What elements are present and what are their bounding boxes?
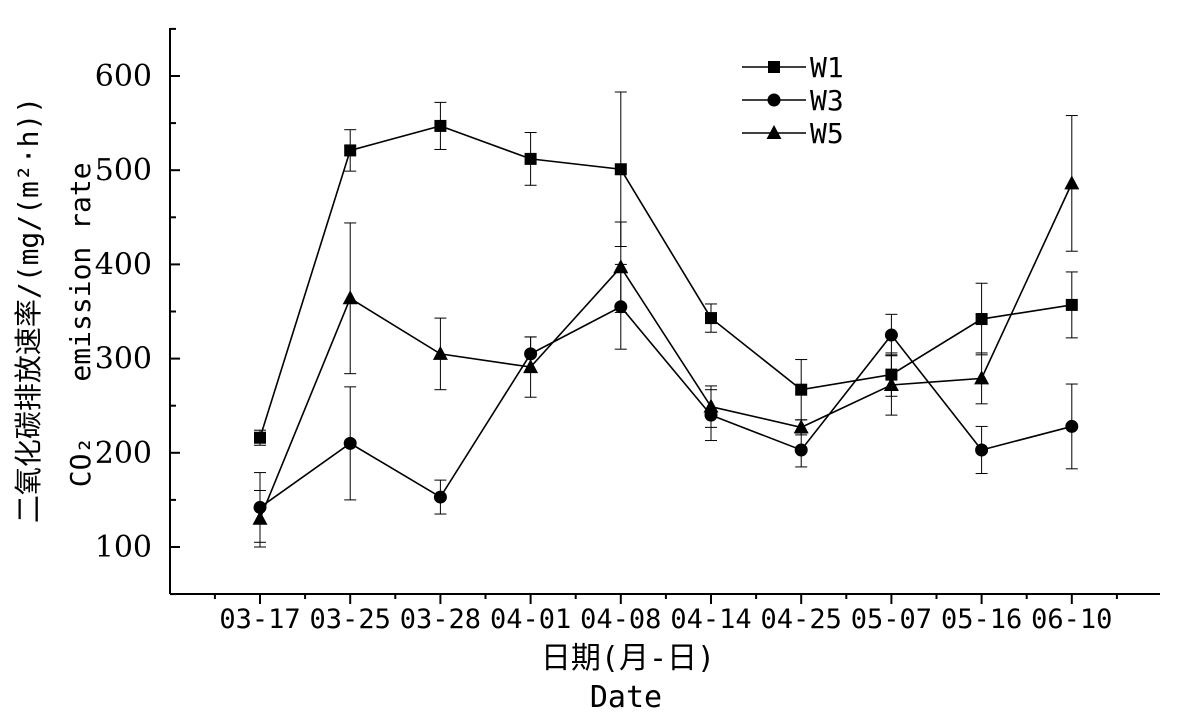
x-axis-label-en: Date bbox=[590, 680, 662, 715]
data-point bbox=[433, 490, 447, 504]
data-point bbox=[1065, 419, 1079, 433]
data-point bbox=[343, 436, 357, 450]
legend-label: W3 bbox=[810, 84, 844, 117]
x-tick-label: 05-07 bbox=[851, 604, 932, 635]
data-point bbox=[523, 359, 539, 374]
x-axis-label-cn: 日期(月-日) bbox=[541, 641, 715, 676]
y-axis-label-en-2: emission rate bbox=[64, 162, 97, 381]
legend-label: W1 bbox=[810, 51, 844, 84]
y-tick-label: 400 bbox=[95, 247, 152, 282]
data-point bbox=[794, 443, 808, 457]
data-point bbox=[974, 370, 990, 385]
data-point bbox=[342, 290, 358, 305]
x-tick-label: 04-25 bbox=[761, 604, 842, 635]
data-point bbox=[613, 259, 629, 274]
x-tick-label: 03-17 bbox=[219, 604, 300, 635]
data-point bbox=[432, 345, 448, 360]
series-line bbox=[259, 125, 1072, 438]
data-point bbox=[344, 144, 357, 157]
series-line bbox=[259, 183, 1073, 520]
data-point bbox=[1064, 175, 1080, 190]
series-w1 bbox=[254, 91, 1078, 446]
data-point bbox=[252, 510, 268, 525]
x-tick-label: 04-08 bbox=[580, 604, 661, 635]
data-point bbox=[1065, 298, 1078, 311]
plot-area bbox=[252, 91, 1080, 548]
data-point bbox=[793, 419, 809, 434]
data-point bbox=[254, 431, 266, 444]
data-point bbox=[434, 119, 447, 132]
y-tick-label: 600 bbox=[95, 59, 152, 94]
x-tick-label: 04-14 bbox=[670, 604, 751, 635]
y-tick-label: 200 bbox=[95, 436, 152, 471]
y-ticks: 100 200 300 400 500 600 bbox=[95, 27, 180, 596]
data-point bbox=[975, 313, 988, 326]
data-point bbox=[614, 163, 627, 176]
y-axis-label-en-1: CO₂ bbox=[64, 437, 97, 488]
series-line bbox=[259, 305, 1073, 509]
y-tick-label: 100 bbox=[95, 530, 152, 565]
x-tick-label: 05-16 bbox=[941, 604, 1022, 635]
data-point bbox=[524, 152, 537, 165]
x-tick-label: 03-28 bbox=[400, 604, 481, 635]
data-point bbox=[705, 312, 717, 325]
series-w3 bbox=[253, 263, 1079, 543]
x-ticks: 03-17 03-25 03-28 04-01 04-08 04-14 04-25 05-07… bbox=[213, 594, 1118, 635]
legend-marker bbox=[767, 93, 781, 107]
y-tick-label: 500 bbox=[95, 153, 152, 188]
x-tick-label: 04-01 bbox=[490, 604, 571, 635]
legend-marker bbox=[768, 61, 780, 73]
data-point bbox=[795, 383, 808, 396]
legend-label: W5 bbox=[810, 117, 844, 150]
data-point bbox=[884, 328, 898, 342]
y-axis-label-cn: 二氧化碳排放速率/(mg/(m²·h)) bbox=[12, 97, 45, 523]
data-point bbox=[975, 443, 989, 457]
data-point bbox=[703, 398, 719, 413]
y-tick-label: 300 bbox=[95, 342, 152, 377]
x-tick-label: 03-25 bbox=[310, 604, 391, 635]
series-w5 bbox=[252, 115, 1080, 548]
data-point bbox=[883, 376, 899, 391]
x-tick-label: 06-10 bbox=[1031, 604, 1112, 635]
legend-marker bbox=[766, 125, 782, 139]
